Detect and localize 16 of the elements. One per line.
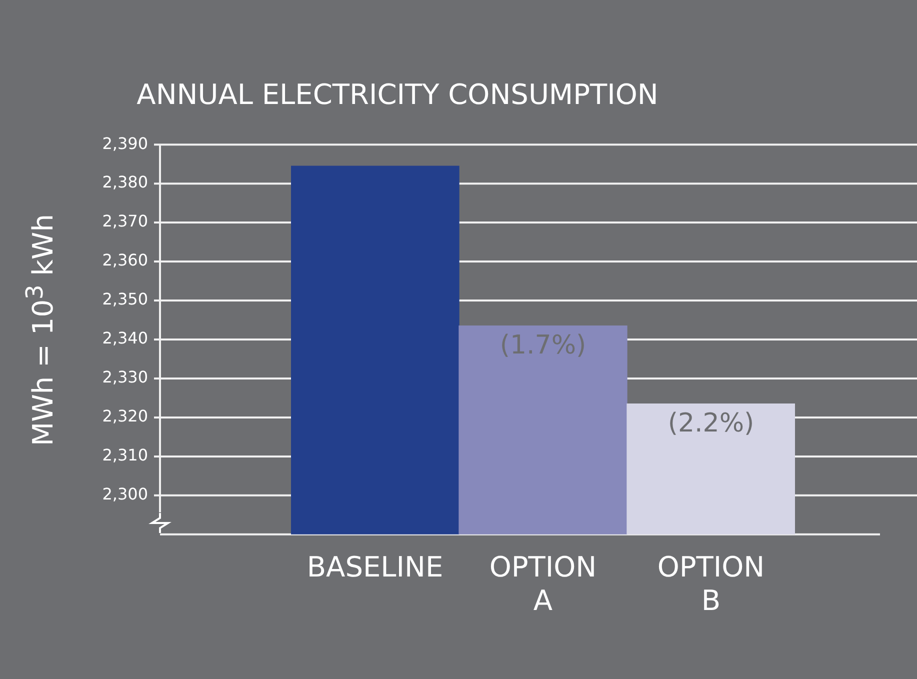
y-tick-label: 2,360 — [102, 250, 148, 270]
y-tick-label: 2,380 — [102, 172, 148, 192]
y-tick-label: 2,330 — [102, 368, 148, 387]
y-tick-label: 2,390 — [102, 134, 148, 153]
x-tick-label: BASELINE — [306, 550, 444, 584]
y-tick-label: 2,350 — [102, 290, 148, 309]
annotation: (2.2%) — [668, 408, 754, 439]
y-tick-label: 2,340 — [102, 328, 148, 348]
y-tick-label: 2,370 — [102, 212, 148, 231]
y-tick-label: 2,300 — [102, 484, 148, 504]
chart-title: ANNUAL ELECTRICITY CONSUMPTION — [136, 78, 658, 112]
annotation: (1.7%) — [500, 330, 586, 361]
x-tick-label: OPTION B — [657, 550, 765, 618]
y-tick-label: 2,320 — [102, 406, 148, 426]
y-tick-label: 2,310 — [102, 446, 148, 465]
x-tick-label: OPTION A — [489, 550, 597, 618]
